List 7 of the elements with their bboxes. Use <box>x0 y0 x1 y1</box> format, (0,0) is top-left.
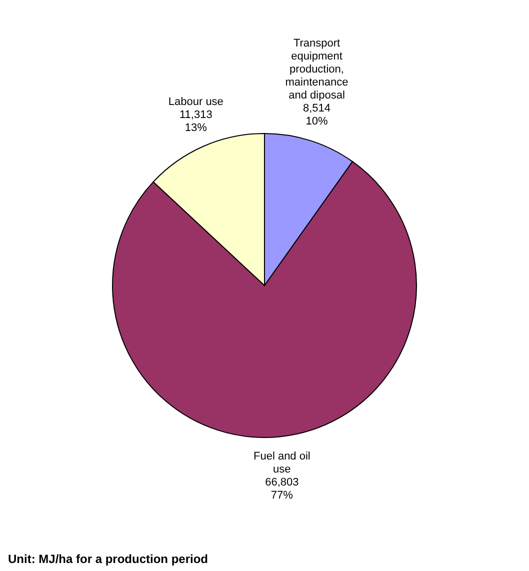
data-label: 8,514 10% <box>303 102 331 128</box>
slice-label: Labour use <box>168 96 224 108</box>
slice-label: Transport equipment production, maintenance and diposal <box>285 38 348 102</box>
data-label: 66,803 77% <box>265 476 299 502</box>
slice-label: Fuel and oil use <box>253 450 310 476</box>
text: Unit: MJ/ha for a production period <box>8 552 208 566</box>
data-label: 11,313 13% <box>179 108 212 134</box>
